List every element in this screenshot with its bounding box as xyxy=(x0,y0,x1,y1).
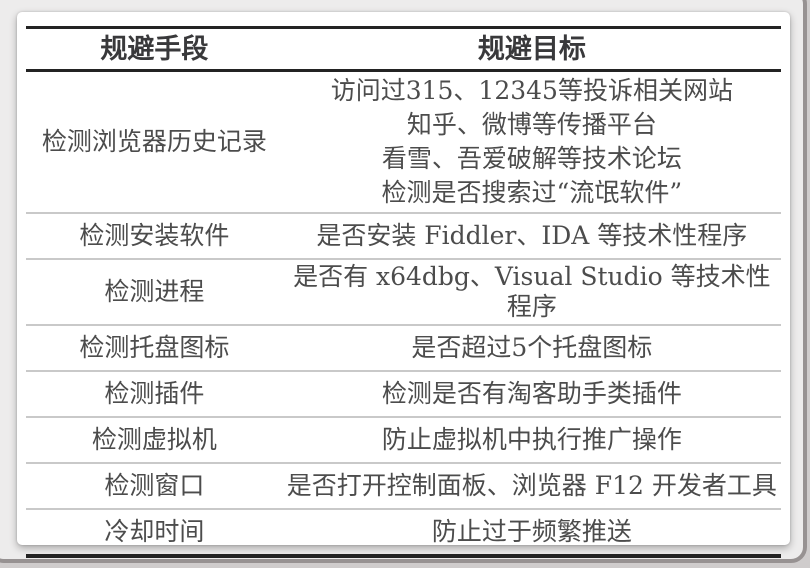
table-card: 规避手段 规避目标 检测浏览器历史记录 访问过315、12345等投诉相关网站 … xyxy=(17,12,790,558)
target-line: 看雪、吾爱破解等技术论坛 xyxy=(381,144,682,173)
header-target: 规避目标 xyxy=(477,34,586,64)
method-cell: 检测托盘图标 xyxy=(79,333,230,362)
table-row: 检测浏览器历史记录 访问过315、12345等投诉相关网站 知乎、微博等传播平台… xyxy=(26,72,781,212)
target-cell: 是否超过5个托盘图标 xyxy=(411,333,653,362)
table-row: 检测插件 检测是否有淘客助手类插件 xyxy=(26,370,781,416)
method-cell: 检测虚拟机 xyxy=(91,425,217,454)
target-cell: 检测是否有淘客助手类插件 xyxy=(381,379,682,408)
target-cell: 是否安装 Fiddler、IDA 等技术性程序 xyxy=(316,221,748,250)
method-cell: 检测插件 xyxy=(104,379,205,408)
target-cell: 防止虚拟机中执行推广操作 xyxy=(381,425,682,454)
target-cell: 访问过315、12345等投诉相关网站 知乎、微博等传播平台 看雪、吾爱破解等技… xyxy=(283,72,781,212)
method-cell: 检测浏览器历史记录 xyxy=(41,127,267,156)
target-cell: 是否有 x64dbg、Visual Studio 等技术性程序 xyxy=(293,262,771,321)
target-cell: 是否打开控制面板、浏览器 F12 开发者工具 xyxy=(286,471,777,500)
method-cell: 检测安装软件 xyxy=(79,221,230,250)
target-line: 知乎、微博等传播平台 xyxy=(406,110,657,139)
table-row: 冷却时间 防止过于频繁推送 xyxy=(26,508,781,554)
method-cell: 检测进程 xyxy=(104,277,205,306)
table-bottom-rule xyxy=(26,554,781,558)
target-line: 访问过315、12345等投诉相关网站 xyxy=(330,76,733,105)
table-top-rule xyxy=(26,26,781,29)
table-row: 检测虚拟机 防止虚拟机中执行推广操作 xyxy=(26,416,781,462)
header-method: 规避手段 xyxy=(100,34,209,64)
table-header-row: 规避手段 规避目标 xyxy=(26,29,781,69)
table-row: 检测窗口 是否打开控制面板、浏览器 F12 开发者工具 xyxy=(26,462,781,508)
method-cell: 检测窗口 xyxy=(104,471,205,500)
table-row: 检测安装软件 是否安装 Fiddler、IDA 等技术性程序 xyxy=(26,212,781,258)
target-line: 检测是否搜索过“流氓软件” xyxy=(381,178,683,207)
table-mid-rule xyxy=(26,69,781,72)
method-cell: 冷却时间 xyxy=(104,517,205,546)
table-row: 检测进程 是否有 x64dbg、Visual Studio 等技术性程序 xyxy=(26,258,781,324)
target-cell: 防止过于频繁推送 xyxy=(431,517,632,546)
table-row: 检测托盘图标 是否超过5个托盘图标 xyxy=(26,324,781,370)
